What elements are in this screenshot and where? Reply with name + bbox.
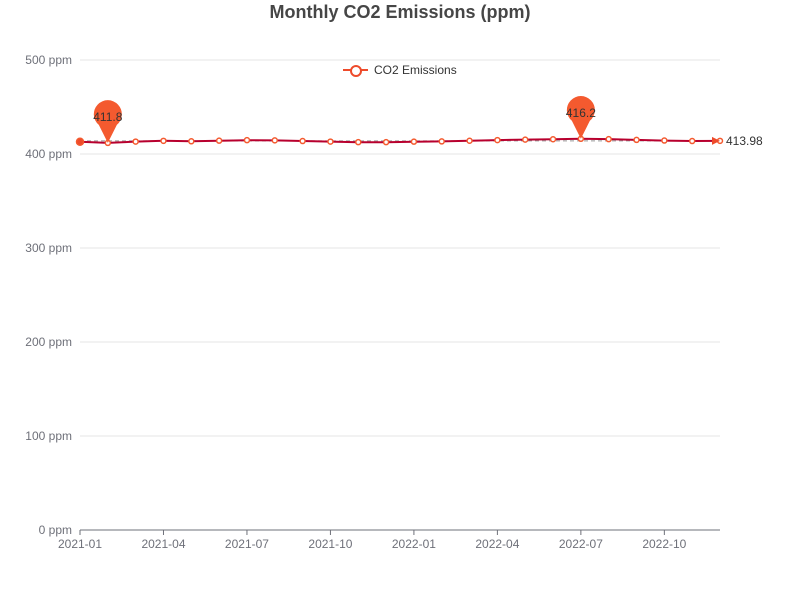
data-point (215, 137, 223, 144)
data-point (438, 138, 445, 145)
max-pin-marker (566, 96, 595, 139)
legend-swatch-icon (343, 63, 368, 77)
legend-label: CO2 Emissions (374, 63, 457, 77)
y-tick-label: 500 ppm (25, 53, 72, 67)
x-tick-label: 2022-10 (642, 537, 686, 551)
y-tick-label: 300 ppm (25, 241, 72, 255)
end-value-label: 413.98 (726, 134, 763, 148)
min-marker-label: 411.8 (93, 110, 122, 124)
x-tick-label: 2022-07 (559, 537, 603, 551)
data-point (299, 137, 306, 145)
data-point (160, 137, 167, 145)
data-point (271, 137, 279, 144)
data-point (382, 138, 390, 146)
legend[interactable]: CO2 Emissions (343, 63, 457, 77)
y-tick-label: 200 ppm (25, 335, 72, 349)
y-tick-label: 0 ppm (39, 523, 72, 537)
data-point (188, 138, 195, 145)
max-marker-label: 416.2 (566, 106, 596, 120)
x-tick-label: 2021-07 (225, 537, 269, 551)
x-tick-label: 2022-04 (475, 537, 519, 551)
x-tick-label: 2021-04 (141, 537, 185, 551)
data-point (75, 137, 85, 147)
data-point (661, 137, 668, 144)
data-point (327, 138, 334, 145)
data-point (132, 138, 139, 145)
data-point (466, 137, 473, 144)
data-point (494, 136, 501, 144)
data-point (355, 138, 362, 146)
y-tick-label: 400 ppm (25, 147, 72, 161)
x-tick-label: 2022-01 (392, 537, 436, 551)
series-line (79, 137, 721, 144)
y-tick-label: 100 ppm (25, 429, 72, 443)
x-tick-label: 2021-10 (308, 537, 352, 551)
data-point (605, 135, 612, 143)
data-point (549, 135, 557, 143)
x-tick-label: 2021-01 (58, 537, 102, 551)
data-point (243, 136, 251, 144)
data-point (521, 136, 529, 143)
line-end-arrow (712, 136, 720, 145)
chart-title: Monthly CO2 Emissions (ppm) (269, 2, 531, 22)
data-point (688, 137, 696, 145)
data-point (410, 138, 418, 145)
min-pin-marker (93, 100, 122, 143)
data-point (633, 136, 640, 144)
